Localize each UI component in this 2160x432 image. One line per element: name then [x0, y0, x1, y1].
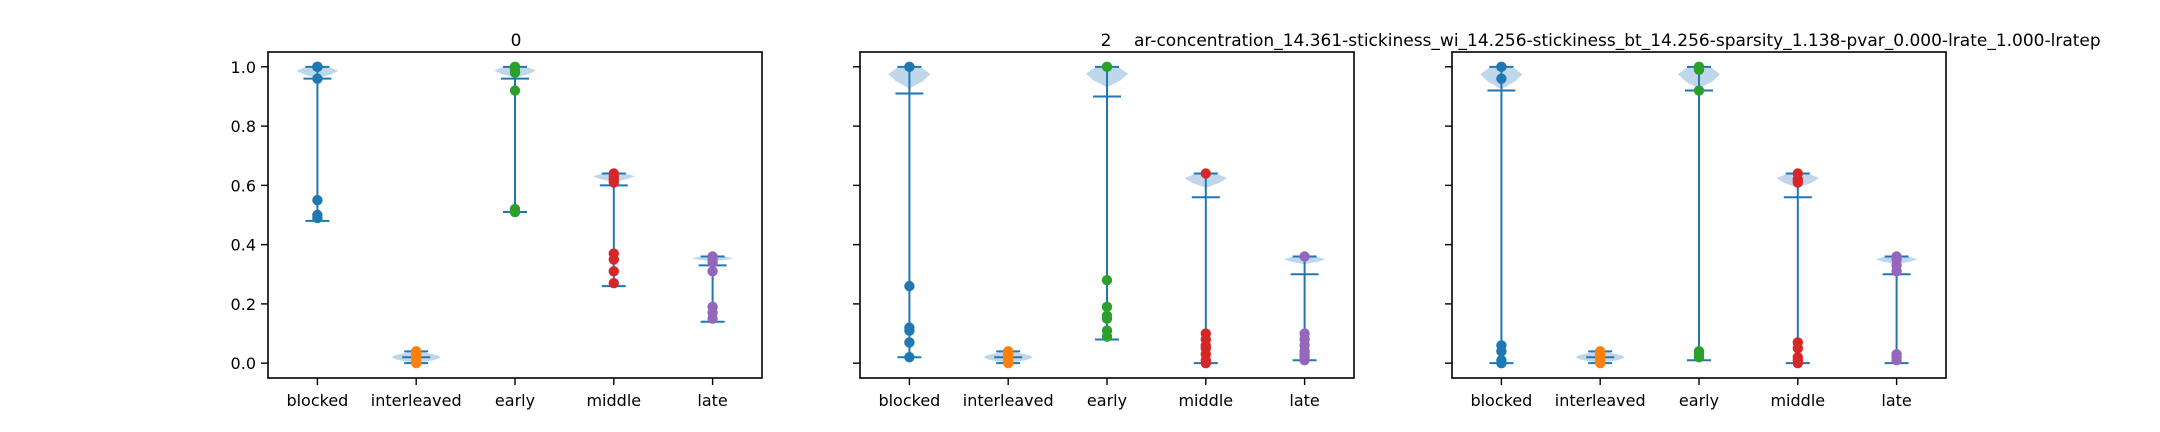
- x-tick-label: early: [495, 391, 535, 410]
- x-tick-label: blocked: [878, 391, 940, 410]
- data-point: [1200, 168, 1212, 179]
- data-point: [904, 61, 915, 73]
- data-point: [312, 212, 323, 224]
- data-point: [608, 177, 619, 188]
- violin-panel-1: blocked interleaved early middle late: [853, 51, 1355, 410]
- data-point: [509, 206, 521, 218]
- data-point: [1792, 357, 1804, 369]
- data-point: [1792, 343, 1804, 354]
- x-tick-label: early: [1087, 391, 1127, 410]
- data-point: [1299, 355, 1310, 366]
- data-point: [608, 254, 619, 265]
- data-point: [1496, 73, 1507, 84]
- data-point: [1101, 275, 1113, 286]
- data-point: [312, 194, 323, 206]
- data-point: [1101, 61, 1113, 73]
- x-tick-label: blocked: [286, 391, 348, 410]
- x-tick-label: early: [1679, 391, 1719, 410]
- data-point: [411, 346, 422, 357]
- x-tick-label: late: [1289, 391, 1319, 410]
- data-point: [1693, 85, 1705, 96]
- data-point: [1891, 266, 1902, 277]
- y-tick-label: 0.0: [231, 354, 256, 373]
- data-point: [608, 277, 619, 289]
- data-point: [1003, 346, 1014, 357]
- violin-panel-0: 0.0 0.2 0.4 0.6 0.8 1.0 blocked interleaved earl…: [231, 51, 763, 410]
- data-point: [1101, 301, 1113, 313]
- data-point: [608, 266, 619, 277]
- violin-panel-2: blocked interleaved early middle late: [1445, 51, 1947, 410]
- x-tick-label: middle: [586, 391, 641, 410]
- panel-title-left: 0: [511, 31, 522, 51]
- data-point: [1792, 177, 1804, 188]
- data-point: [1200, 357, 1212, 369]
- data-point: [904, 352, 915, 363]
- data-point: [707, 266, 718, 277]
- data-point: [312, 61, 323, 73]
- data-point: [312, 73, 323, 84]
- data-point: [1496, 357, 1507, 369]
- y-tick-label: 0.2: [231, 295, 256, 314]
- x-tick-label: middle: [1178, 391, 1233, 410]
- y-tick-label: 0.6: [231, 176, 256, 195]
- x-tick-label: late: [697, 391, 727, 410]
- data-point: [904, 325, 915, 336]
- panel-title-long: ar-concentration_14.361-stickiness_wi_14…: [1134, 31, 2101, 51]
- data-point: [707, 313, 718, 324]
- x-tick-label: blocked: [1470, 391, 1532, 410]
- y-tick-label: 1.0: [231, 58, 256, 77]
- data-point: [1101, 313, 1113, 324]
- data-point: [1693, 352, 1705, 363]
- panel-title-right: 2: [1101, 31, 1112, 51]
- x-tick-label: late: [1881, 391, 1911, 410]
- data-point: [1496, 61, 1507, 73]
- x-tick-label: middle: [1770, 391, 1825, 410]
- data-point: [904, 337, 915, 348]
- y-tick-label: 0.8: [231, 117, 256, 136]
- data-point: [1101, 331, 1113, 342]
- data-point: [1891, 355, 1902, 366]
- data-point: [509, 67, 521, 78]
- data-point: [1299, 251, 1310, 262]
- x-tick-label: interleaved: [1555, 391, 1646, 410]
- panels: 0.0 0.2 0.4 0.6 0.8 1.0 blocked interleaved earl…: [231, 51, 1947, 410]
- data-point: [1496, 346, 1507, 357]
- data-point: [1693, 64, 1705, 75]
- y-tick-label: 0.4: [231, 236, 256, 255]
- x-tick-label: interleaved: [963, 391, 1054, 410]
- data-point: [904, 280, 915, 292]
- data-point: [1595, 346, 1606, 357]
- data-point: [707, 257, 718, 268]
- x-tick-label: interleaved: [371, 391, 462, 410]
- data-point: [509, 85, 521, 96]
